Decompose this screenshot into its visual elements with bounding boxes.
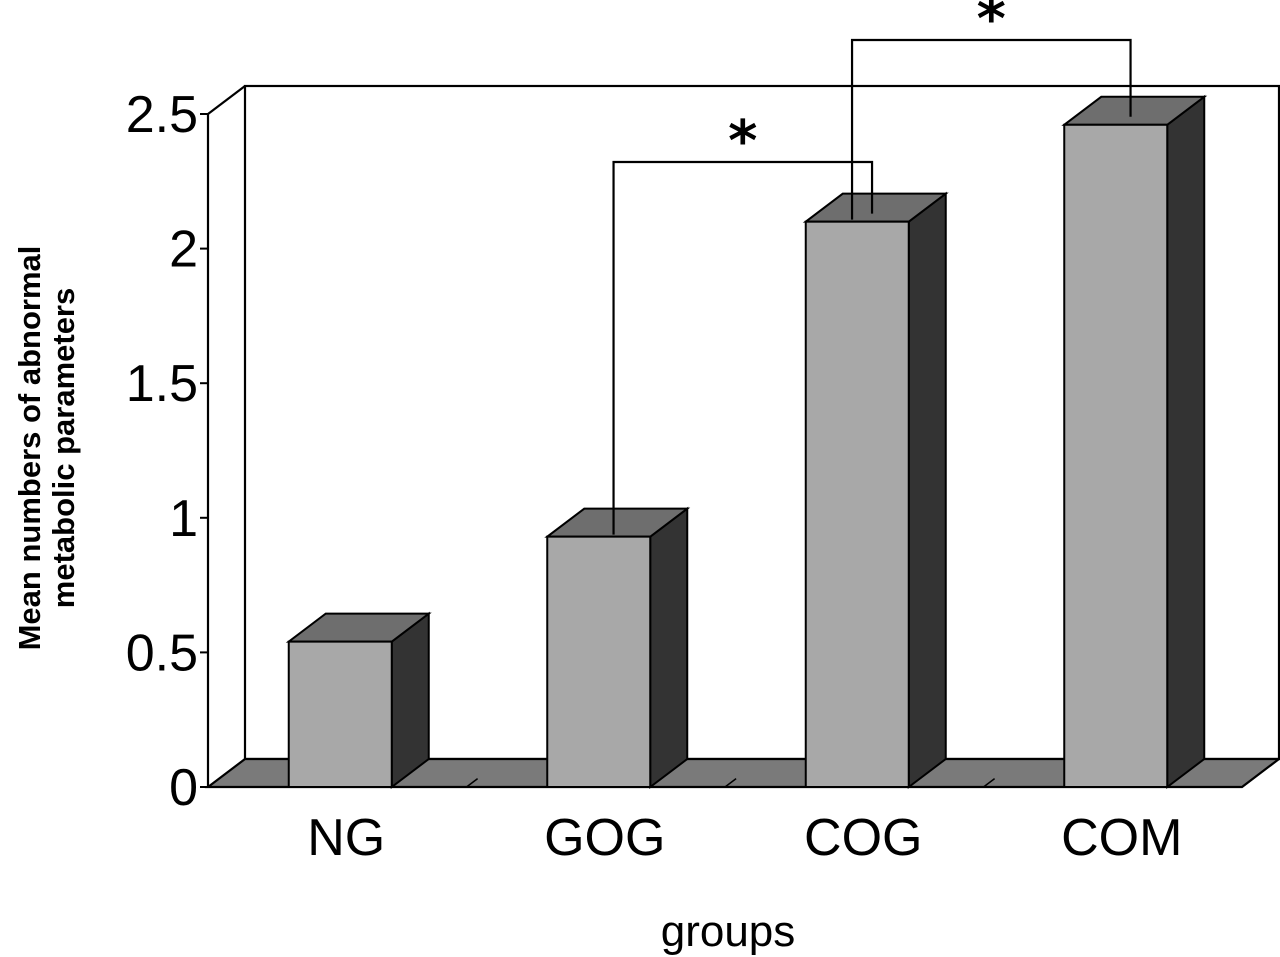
bar-side <box>390 611 430 790</box>
y-tick-label: 2.5 <box>126 86 198 144</box>
floor-tick <box>1241 778 1254 788</box>
bar-front <box>804 220 910 788</box>
bar-front <box>546 535 652 788</box>
bar-side <box>649 506 689 790</box>
x-category-label: NG <box>307 809 385 867</box>
floor-tick <box>983 778 996 788</box>
bar-GOG <box>544 506 691 790</box>
y-tick-label: 0.5 <box>126 624 198 682</box>
bar-COM <box>1061 94 1208 790</box>
floor-tick <box>724 778 737 788</box>
x-category-label: GOG <box>544 809 665 867</box>
bar-front <box>287 640 393 789</box>
significance-bracket <box>850 38 1132 220</box>
y-axis-title: Mean numbers of abnormal metabolic param… <box>12 246 81 651</box>
y-axis-title-line-1: Mean numbers of abnormal <box>12 246 47 651</box>
bar-NG <box>285 611 432 790</box>
x-axis-title: groups <box>661 907 796 956</box>
y-axis-ticks: 0 0.5 1 1.5 2 2.5 <box>126 86 208 817</box>
significance-star: * <box>977 0 1006 52</box>
bar-front <box>1063 123 1169 788</box>
y-tick-label: 1.5 <box>126 355 198 413</box>
left-wall-top-edge <box>207 85 246 115</box>
x-axis-categories: NG GOG COG COM <box>307 809 1182 867</box>
floor-tick <box>207 778 220 788</box>
significance-bracket <box>612 160 874 535</box>
bar-side <box>907 191 947 790</box>
y-tick-label: 1 <box>169 490 198 548</box>
y-tick-label: 0 <box>169 759 198 817</box>
significance-brackets: ** <box>612 0 1132 535</box>
floor-tick <box>466 778 479 788</box>
bars <box>285 94 1208 790</box>
x-category-label: COM <box>1061 809 1182 867</box>
bar-COG <box>802 191 949 790</box>
x-category-label: COG <box>804 809 922 867</box>
bar-side <box>1166 94 1206 790</box>
significance-star: * <box>728 109 757 174</box>
y-axis-title-line-2: metabolic parameters <box>46 288 81 608</box>
y-tick-label: 2 <box>169 221 198 279</box>
